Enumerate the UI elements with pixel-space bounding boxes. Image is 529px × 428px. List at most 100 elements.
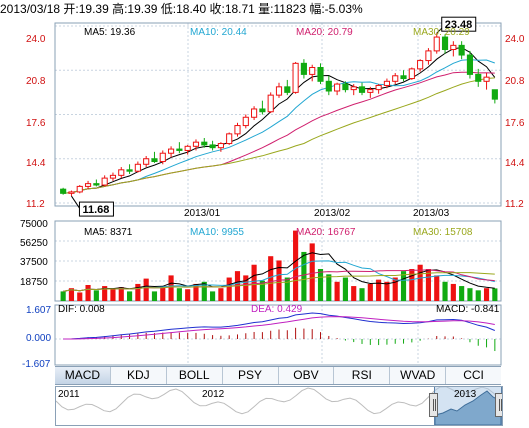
- tab-psy[interactable]: PSY: [223, 367, 279, 384]
- candle-body: [217, 143, 224, 149]
- volume-bar: [143, 278, 149, 301]
- volume-bar: [309, 243, 315, 301]
- volume-ma20-legend: MA20: 16767: [296, 227, 356, 238]
- volume-bar: [276, 260, 282, 301]
- candle-body: [184, 145, 191, 151]
- price-axis-tick: 20.8: [26, 76, 46, 87]
- tab-kdj[interactable]: KDJ: [111, 367, 167, 384]
- candle-body: [201, 141, 208, 146]
- volume-bar: [351, 286, 357, 301]
- volume-axis-tick: 56250: [20, 238, 48, 249]
- price-axis-tick-right: 14.4: [505, 158, 525, 169]
- range-navigator[interactable]: 2011 2012 2013: [55, 386, 503, 426]
- volume-bar: [409, 269, 415, 301]
- volume-bar: [126, 291, 133, 301]
- volume-bar: [459, 286, 465, 301]
- tab-rsi[interactable]: RSI: [334, 367, 391, 384]
- volume-bar: [118, 287, 124, 301]
- candle-body: [284, 86, 291, 93]
- volume-bar: [293, 230, 299, 301]
- candle-body: [458, 44, 465, 56]
- price-ma-line: [63, 47, 496, 194]
- candle-body: [76, 185, 83, 193]
- macd-axis-tick: -1.607: [22, 359, 51, 370]
- candle-body: [234, 125, 241, 135]
- candle-body: [334, 83, 341, 92]
- macd-axis-tick: 1.607: [26, 305, 52, 316]
- volume-axis-tick: 37500: [20, 257, 48, 268]
- macd-dea-legend: DEA: 0.429: [251, 304, 303, 315]
- macd-histogram: [70, 327, 496, 352]
- volume-ma-line: [63, 252, 495, 292]
- candle-body: [433, 36, 440, 52]
- price-axis-tick: 11.2: [26, 199, 45, 210]
- price-axis-tick: 17.6: [26, 118, 46, 129]
- tab-boll[interactable]: BOLL: [167, 367, 223, 384]
- price-ma20-legend: MA20: 20.79: [296, 27, 353, 38]
- tab-macd[interactable]: MACD: [55, 367, 111, 384]
- low-callout-pointer: [71, 195, 80, 209]
- price-axis-tick-right: 24.0: [505, 34, 525, 45]
- candle-body: [367, 89, 374, 93]
- candle-body: [408, 68, 415, 80]
- volume-bar: [483, 288, 490, 301]
- volume-bar: [359, 288, 365, 301]
- candle-body: [109, 174, 117, 179]
- candle-body: [84, 183, 92, 187]
- navigator-right-handle[interactable]: [495, 393, 502, 417]
- volume-bar: [218, 288, 224, 301]
- navigator-left-handle[interactable]: [429, 393, 438, 417]
- candle-body: [309, 66, 316, 75]
- volume-bar: [168, 275, 174, 301]
- indicator-tabs: MACD KDJ BOLL PSY OBV RSI WVAD CCI: [55, 366, 501, 385]
- candle-body: [60, 188, 67, 194]
- candle-body: [143, 158, 150, 165]
- price-ma10-legend: MA10: 20.44: [190, 27, 247, 38]
- candle-body: [267, 94, 274, 113]
- candle-body: [101, 177, 108, 186]
- volume-bar: [135, 283, 141, 301]
- candle-body: [441, 36, 449, 51]
- high-callout: 23.48: [445, 19, 473, 31]
- candle-body: [118, 169, 125, 176]
- volume-bar: [284, 277, 290, 301]
- macd-value-legend: MACD: -0.841: [436, 304, 500, 315]
- volume-bar: [60, 291, 66, 301]
- dea-line: [63, 316, 495, 340]
- volume-bar: [251, 264, 257, 301]
- tab-wvad[interactable]: WVAD: [390, 367, 447, 384]
- quote-summary: 2013/03/18 开:19.39 高:19.39 低:18.40 收:18.…: [0, 2, 363, 16]
- date-axis-tick: 2013/01: [184, 208, 221, 219]
- macd-dif-legend: DIF: 0.008: [58, 304, 105, 315]
- volume-bar: [201, 281, 207, 301]
- volume-bar: [102, 286, 108, 301]
- candle-body: [475, 73, 482, 82]
- candle-body: [126, 169, 133, 172]
- volume-bar: [317, 269, 324, 301]
- candle-body: [242, 116, 249, 127]
- candle-body: [259, 108, 266, 113]
- volume-bar: [425, 269, 432, 301]
- volume-bar: [367, 283, 373, 301]
- tab-cci[interactable]: CCI: [463, 368, 484, 382]
- volume-bar: [434, 275, 440, 301]
- tab-obv[interactable]: OBV: [279, 367, 335, 384]
- price-ma30-legend: MA30: 20.29: [413, 27, 470, 38]
- candle-body: [134, 163, 141, 172]
- navigator-overview-line: [56, 387, 501, 415]
- price-axis-tick: 24.0: [26, 34, 46, 45]
- volume-bar: [492, 288, 498, 301]
- volume-bars: [60, 230, 498, 301]
- volume-bar: [301, 251, 307, 301]
- volume-bar: [400, 271, 407, 301]
- volume-ma-line: [63, 272, 495, 292]
- macd-axis-tick: 0.000: [26, 333, 52, 344]
- volume-bar: [467, 288, 473, 301]
- price-axis-tick-right: 11.2: [505, 199, 524, 210]
- candle-body: [450, 44, 457, 51]
- candle-body: [417, 60, 424, 70]
- candle-body: [400, 75, 407, 80]
- navigator-selection-area: [435, 390, 501, 425]
- price-axis-tick-right: 17.6: [505, 118, 525, 129]
